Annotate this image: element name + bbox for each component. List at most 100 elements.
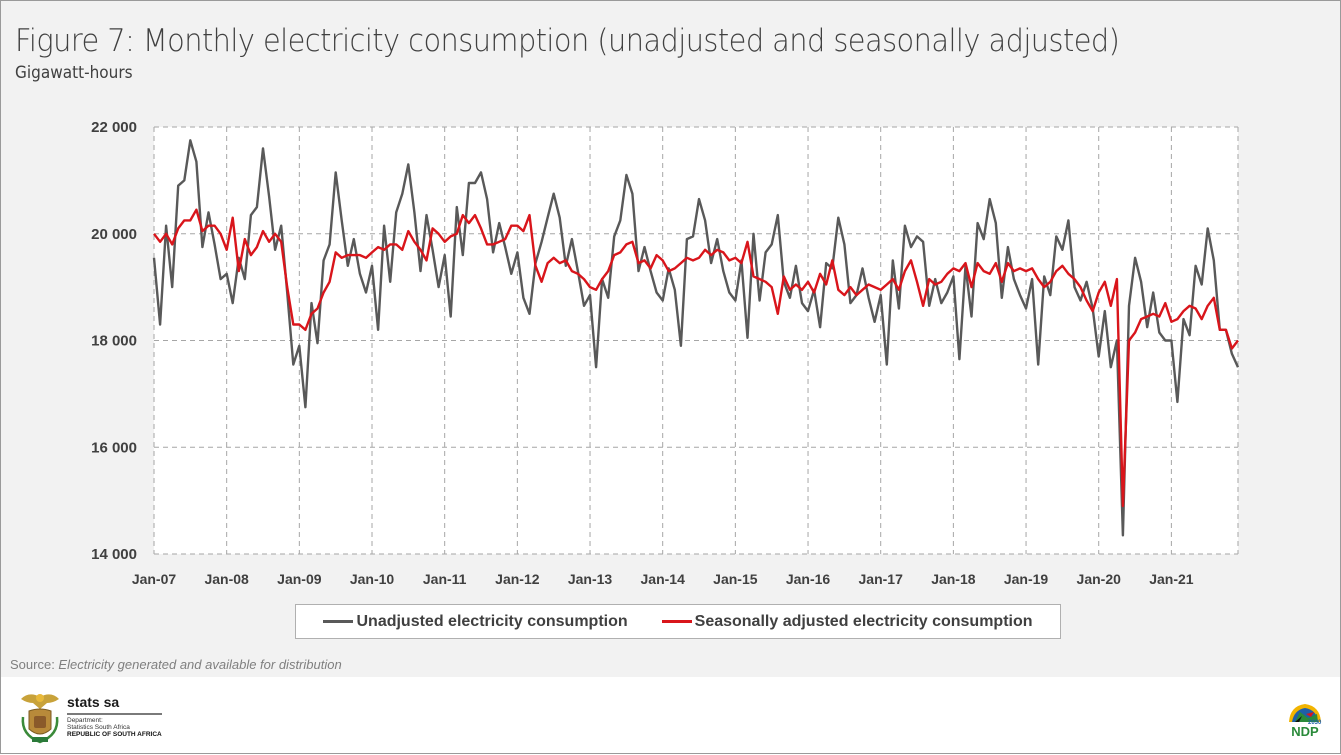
data-point-seasonally-adjusted [777,313,779,315]
data-point-unadjusted [741,260,743,262]
data-point-unadjusted [232,302,234,304]
data-point-unadjusted [293,364,295,366]
data-point-seasonally-adjusted [1159,316,1161,318]
data-point-unadjusted [196,161,198,163]
data-point-seasonally-adjusted [953,268,955,270]
data-point-seasonally-adjusted [595,289,597,291]
data-point-seasonally-adjusted [977,262,979,264]
x-tick-label: Jan-19 [1004,571,1049,587]
data-point-unadjusted [1074,286,1076,288]
data-point-seasonally-adjusted [462,214,464,216]
data-point-seasonally-adjusted [383,249,385,251]
data-point-unadjusted [607,297,609,299]
data-point-seasonally-adjusted [1001,281,1003,283]
data-point-unadjusted [692,236,694,238]
data-point-unadjusted [299,345,301,347]
data-point-unadjusted [220,278,222,280]
data-point-seasonally-adjusted [844,294,846,296]
x-tick-label: Jan-20 [1077,571,1122,587]
data-point-seasonally-adjusted [989,273,991,275]
data-point-unadjusted [547,217,549,219]
data-point-unadjusted [1031,278,1033,280]
data-point-seasonally-adjusted [753,276,755,278]
data-point-seasonally-adjusted [268,241,270,243]
data-point-unadjusted [910,246,912,248]
data-point-unadjusted [644,246,646,248]
data-point-seasonally-adjusted [547,262,549,264]
data-point-unadjusted [177,185,179,187]
data-point-seasonally-adjusted [1086,300,1088,302]
data-point-unadjusted [850,302,852,304]
source-text: Electricity generated and available for … [58,657,342,672]
data-point-seasonally-adjusted [565,260,567,262]
data-point-seasonally-adjusted [1177,318,1179,320]
data-point-seasonally-adjusted [474,214,476,216]
data-point-seasonally-adjusted [983,270,985,272]
data-point-seasonally-adjusted [365,257,367,259]
data-point-seasonally-adjusted [347,254,349,256]
data-point-seasonally-adjusted [1025,270,1027,272]
data-point-seasonally-adjusted [825,284,827,286]
data-point-unadjusted [1171,340,1173,342]
data-point-seasonally-adjusted [1237,340,1239,342]
data-point-seasonally-adjusted [244,238,246,240]
data-point-unadjusted [880,294,882,296]
data-point-seasonally-adjusted [1134,332,1136,334]
data-point-seasonally-adjusted [329,281,331,283]
series-line-unadjusted [152,139,1240,537]
data-point-unadjusted [662,300,664,302]
data-point-unadjusted [668,268,670,270]
x-tick-label: Jan-09 [277,571,322,587]
data-point-seasonally-adjusted [1225,329,1227,331]
data-point-seasonally-adjusted [898,289,900,291]
data-point-unadjusted [305,406,307,408]
data-point-seasonally-adjusted [571,270,573,272]
data-point-seasonally-adjusted [1213,297,1215,299]
data-point-seasonally-adjusted [741,262,743,264]
data-point-unadjusted [559,217,561,219]
data-point-unadjusted [208,212,210,214]
data-point-seasonally-adjusted [729,260,731,262]
data-point-unadjusted [523,297,525,299]
data-point-unadjusted [1122,535,1124,537]
data-point-seasonally-adjusted [1043,286,1045,288]
data-point-seasonally-adjusted [995,262,997,264]
data-point-unadjusted [789,297,791,299]
data-point-unadjusted [1056,236,1058,238]
data-point-unadjusted [1177,401,1179,403]
data-point-unadjusted [1086,281,1088,283]
data-point-seasonally-adjusted [511,225,513,227]
data-point-unadjusted [959,358,961,360]
data-point-seasonally-adjusted [1189,305,1191,307]
data-point-seasonally-adjusted [305,329,307,331]
data-point-unadjusted [1134,257,1136,259]
data-point-unadjusted [620,220,622,222]
data-point-unadjusted [262,148,264,150]
data-point-seasonally-adjusted [832,260,834,262]
data-point-unadjusted [1037,364,1039,366]
coat-of-arms-logo-icon [21,694,59,744]
data-point-unadjusted [1110,366,1112,368]
data-point-unadjusted [1104,310,1106,312]
data-point-unadjusted [813,289,815,291]
data-point-seasonally-adjusted [335,252,337,254]
data-point-unadjusted [577,270,579,272]
data-point-unadjusted [377,329,379,331]
data-point-unadjusted [268,196,270,198]
data-point-unadjusted [583,305,585,307]
data-point-unadjusted [795,265,797,267]
data-point-unadjusted [359,273,361,275]
data-point-unadjusted [498,222,500,224]
data-point-unadjusted [1062,249,1064,251]
x-tick-label: Jan-08 [204,571,249,587]
data-point-seasonally-adjusted [704,249,706,251]
x-tick-label: Jan-18 [931,571,976,587]
data-point-unadjusted [698,198,700,200]
data-point-seasonally-adjusted [674,268,676,270]
data-point-unadjusted [1068,220,1070,222]
data-point-seasonally-adjusted [280,241,282,243]
data-point-seasonally-adjusted [1056,270,1058,272]
data-point-seasonally-adjusted [153,233,155,235]
data-point-seasonally-adjusted [408,230,410,232]
x-tick-label: Jan-13 [568,571,613,587]
